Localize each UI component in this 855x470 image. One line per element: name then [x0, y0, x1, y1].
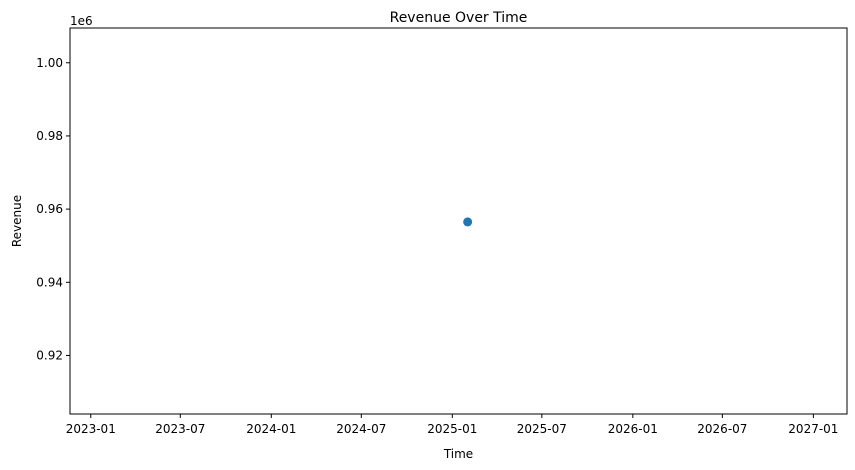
y-tick-label: 0.96 [36, 202, 63, 216]
chart-title: Revenue Over Time [390, 10, 528, 26]
plot-frame [69, 27, 848, 415]
y-axis-ticks: 0.92 0.94 0.96 0.98 1.00 [36, 56, 70, 362]
x-tick-label: 2024-01 [246, 422, 296, 436]
x-tick-label: 2023-07 [155, 422, 205, 436]
x-tick-label: 2025-07 [517, 422, 567, 436]
y-tick-label: 0.98 [36, 129, 63, 143]
x-tick-label: 2026-07 [697, 422, 747, 436]
x-axis-label: Time [443, 447, 473, 461]
y-tick-label: 1.00 [36, 56, 63, 70]
y-tick-label: 0.94 [36, 275, 63, 289]
y-offset-label: 1e6 [70, 14, 93, 28]
x-axis-ticks: 2023-01 2023-07 2024-01 2024-07 2025-01 2025-… [66, 414, 838, 436]
x-tick-label: 2027-01 [788, 422, 838, 436]
data-point [463, 217, 473, 227]
y-tick-label: 0.92 [36, 348, 63, 362]
x-tick-label: 2024-07 [336, 422, 386, 436]
x-tick-label: 2023-01 [66, 422, 116, 436]
plot-area [70, 28, 847, 414]
data-points [463, 217, 473, 227]
y-axis-label: Revenue [10, 195, 24, 247]
x-tick-label: 2025-01 [427, 422, 477, 436]
x-tick-label: 2026-01 [608, 422, 658, 436]
